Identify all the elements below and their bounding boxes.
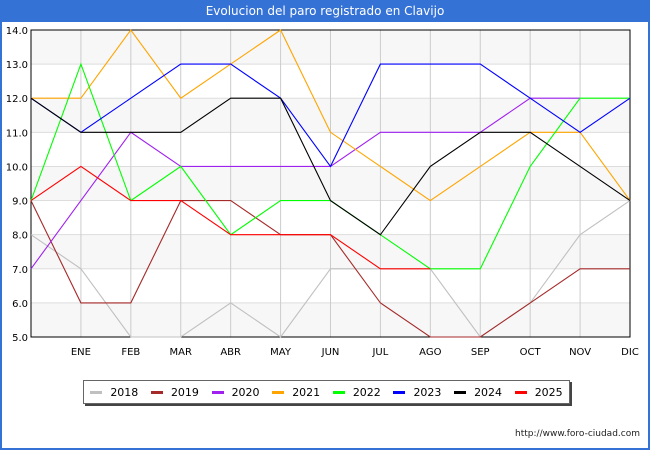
- legend-item-2021: 2021: [272, 386, 320, 399]
- series-line-2024: [30, 97, 631, 236]
- x-tick-label: NOV: [569, 347, 591, 358]
- x-tick-label: DIC: [621, 347, 639, 358]
- y-tick-label: 5.0: [12, 333, 28, 344]
- legend-swatch: [211, 390, 224, 394]
- x-tick-label: ENE: [71, 347, 91, 358]
- legend-label: 2020: [231, 385, 260, 399]
- legend-label: 2019: [170, 385, 199, 399]
- legend-item-2023: 2023: [393, 386, 441, 399]
- legend-swatch: [272, 390, 285, 394]
- legend-swatch: [150, 390, 163, 394]
- legend-swatch: [514, 390, 527, 394]
- legend-label: 2018: [110, 385, 139, 399]
- legend-item-2019: 2019: [150, 385, 199, 399]
- legend-label: 2023: [413, 385, 442, 399]
- x-tick-label: OCT: [520, 347, 542, 358]
- legend-item-2025: 2025: [514, 385, 563, 399]
- y-tick-label: 10.0: [6, 162, 28, 173]
- x-tick-label: MAY: [270, 347, 292, 358]
- x-tick-label: AGO: [419, 347, 441, 358]
- x-tick-label: JUL: [371, 347, 388, 358]
- legend-label: 2025: [534, 385, 563, 399]
- x-tick-label: ABR: [220, 347, 241, 358]
- chart-legend: 2018 2019 2020 2021 2022 2023 2024 2025: [83, 380, 570, 404]
- chart-title: Evolucion del paro registrado en Clavijo: [0, 0, 650, 22]
- x-tick-label: FEB: [121, 347, 140, 358]
- y-tick-label: 8.0: [12, 231, 28, 242]
- y-tick-label: 14.0: [6, 26, 28, 37]
- legend-swatch: [90, 390, 103, 394]
- x-tick-label: MAR: [170, 347, 192, 358]
- legend-swatch: [454, 390, 467, 394]
- legend-swatch: [393, 390, 406, 394]
- y-tick-label: 6.0: [12, 299, 28, 310]
- series-line-2020: [30, 97, 581, 270]
- x-tick-label: SEP: [471, 347, 490, 358]
- legend-swatch: [332, 390, 345, 394]
- legend-item-2024: 2024: [454, 386, 502, 399]
- y-tick-label: 7.0: [12, 265, 28, 276]
- legend-item-2020: 2020: [211, 385, 260, 399]
- legend-label: 2021: [292, 385, 321, 399]
- series-line-2023: [30, 63, 631, 168]
- x-tick-label: JUN: [321, 347, 340, 358]
- y-tick-label: 13.0: [6, 60, 28, 71]
- y-tick-label: 11.0: [6, 128, 28, 139]
- source-url: http://www.foro-ciudad.com: [515, 429, 640, 439]
- legend-item-2018: 2018: [90, 386, 138, 399]
- legend-label: 2022: [352, 385, 381, 399]
- series-line-2025: [30, 165, 431, 270]
- legend-label: 2024: [474, 385, 503, 399]
- plot-frame: [30, 29, 631, 338]
- legend-item-2022: 2022: [332, 385, 381, 399]
- y-tick-label: 9.0: [12, 197, 28, 208]
- y-tick-label: 12.0: [6, 94, 28, 105]
